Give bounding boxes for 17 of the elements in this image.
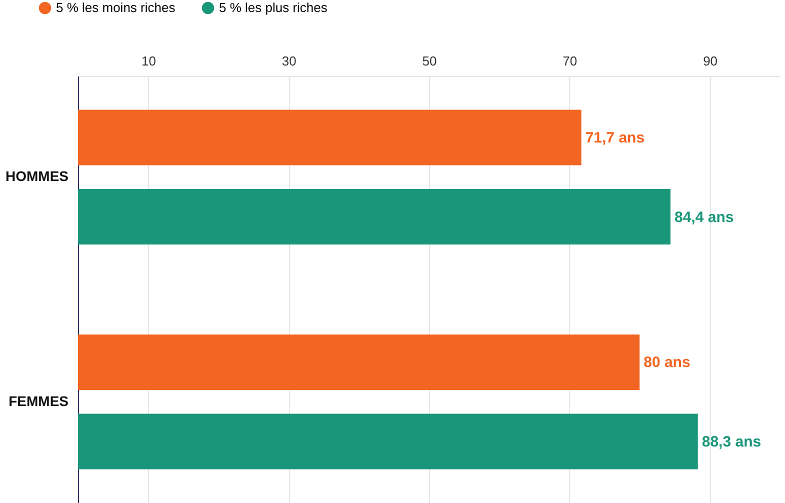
data-label: 80 ans xyxy=(644,354,690,372)
data-label: 84,4 ans xyxy=(674,208,734,226)
bar xyxy=(78,110,582,166)
x-tick-label: 70 xyxy=(562,54,578,68)
bar xyxy=(78,334,640,390)
legend-label: 5 % les plus riches xyxy=(219,0,328,15)
bar xyxy=(78,189,670,245)
bar xyxy=(78,414,698,470)
x-tick-label: 10 xyxy=(141,54,156,68)
legend-label: 5 % les moins riches xyxy=(56,0,176,15)
y-tick-label: HOMMES xyxy=(6,168,68,184)
y-tick-label: FEMMES xyxy=(8,392,68,409)
data-label: 88,3 ans xyxy=(702,434,762,451)
data-label: 71,7 ans xyxy=(585,129,645,146)
x-tick-label: 50 xyxy=(422,54,437,68)
x-tick-label: 30 xyxy=(282,54,296,68)
x-tick-label: 90 xyxy=(703,54,718,68)
